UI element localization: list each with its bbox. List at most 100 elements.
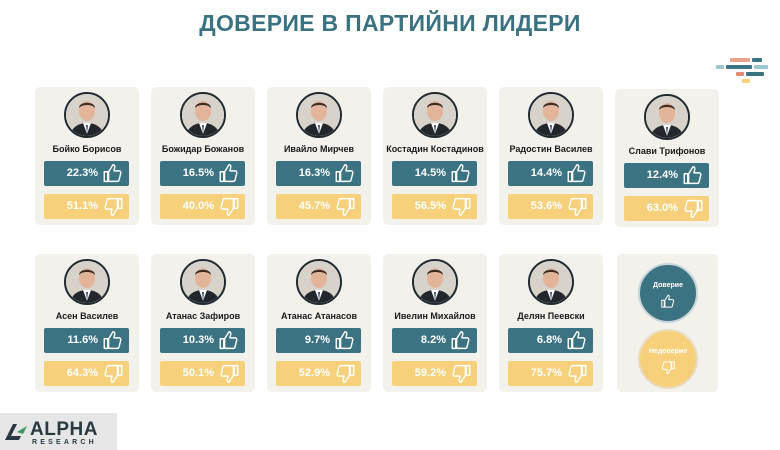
- logo-mark-icon: [5, 424, 27, 440]
- thumbs-up-icon: [682, 165, 704, 186]
- legend-trust: Доверие: [638, 263, 698, 323]
- trust-bar: 9.7%: [276, 328, 361, 353]
- leader-name: Слави Трифонов: [628, 146, 706, 156]
- trust-bar: 14.5%: [392, 161, 477, 186]
- trust-value: 22.3%: [66, 167, 98, 179]
- leader-card: Божидар Божанов 16.5% 40.0%: [151, 87, 255, 225]
- leader-card: Бойко Борисов 22.3% 51.1%: [35, 87, 139, 225]
- distrust-value: 59.2%: [414, 367, 446, 379]
- distrust-value: 51.1%: [66, 200, 98, 212]
- thumbs-down-icon: [102, 363, 124, 384]
- thumbs-up-icon: [660, 294, 676, 309]
- distrust-bar: 59.2%: [392, 361, 477, 386]
- distrust-bar: 50.1%: [160, 361, 245, 386]
- distrust-bar: 40.0%: [160, 194, 245, 219]
- logo-sub: RESEARCH: [32, 439, 97, 446]
- leader-card: Слави Трифонов 12.4% 63.0%: [615, 89, 719, 227]
- distrust-value: 40.0%: [182, 200, 214, 212]
- legend-trust-label: Доверие: [653, 282, 683, 289]
- thumbs-up-icon: [218, 330, 240, 351]
- leader-name: Ивайло Мирчев: [283, 144, 355, 154]
- leader-card: Ивайло Мирчев 16.3% 45.7%: [267, 87, 371, 225]
- leader-card: Атанас Зафиров 10.3% 50.1%: [151, 254, 255, 392]
- thumbs-up-icon: [450, 330, 472, 351]
- trust-value: 9.7%: [304, 334, 330, 346]
- page-title: ДОВЕРИЕ В ПАРТИЙНИ ЛИДЕРИ: [199, 10, 581, 36]
- thumbs-down-icon: [334, 363, 356, 384]
- distrust-value: 50.1%: [182, 367, 214, 379]
- leader-photo: [412, 92, 458, 138]
- leader-card: Атанас Атанасов 9.7% 52.9%: [267, 254, 371, 392]
- distrust-value: 53.6%: [530, 200, 562, 212]
- distrust-value: 75.7%: [530, 367, 562, 379]
- thumbs-down-icon: [660, 360, 676, 375]
- leader-photo: [412, 259, 458, 305]
- distrust-bar: 63.0%: [624, 196, 709, 221]
- leader-name: Бойко Борисов: [52, 144, 122, 154]
- trust-bar: 6.8%: [508, 328, 593, 353]
- distrust-value: 56.5%: [414, 200, 446, 212]
- leader-card: Делян Пеевски 6.8% 75.7%: [499, 254, 603, 392]
- trust-bar: 16.5%: [160, 161, 245, 186]
- trust-bar: 22.3%: [44, 161, 129, 186]
- trust-bar: 11.6%: [44, 328, 129, 353]
- distrust-value: 64.3%: [66, 367, 98, 379]
- thumbs-up-icon: [566, 330, 588, 351]
- leader-photo: [528, 92, 574, 138]
- leader-photo: [296, 92, 342, 138]
- leader-photo: [180, 259, 226, 305]
- trust-value: 10.3%: [182, 334, 214, 346]
- leader-name: Асен Василев: [55, 311, 119, 321]
- thumbs-down-icon: [334, 196, 356, 217]
- leader-card: Радостин Василев 14.4% 53.6%: [499, 87, 603, 225]
- distrust-bar: 52.9%: [276, 361, 361, 386]
- leader-name: Костадин Костадинов: [386, 144, 484, 154]
- leader-photo: [64, 259, 110, 305]
- thumbs-up-icon: [334, 163, 356, 184]
- distrust-value: 52.9%: [298, 367, 330, 379]
- leader-name: Ивелин Михайлов: [394, 311, 476, 321]
- thumbs-up-icon: [334, 330, 356, 351]
- thumbs-down-icon: [566, 363, 588, 384]
- thumbs-down-icon: [218, 363, 240, 384]
- leader-name: Делян Пеевски: [517, 311, 585, 321]
- thumbs-up-icon: [102, 330, 124, 351]
- leader-card: Ивелин Михайлов 8.2% 59.2%: [383, 254, 487, 392]
- thumbs-down-icon: [218, 196, 240, 217]
- leader-photo: [528, 259, 574, 305]
- trust-bar: 10.3%: [160, 328, 245, 353]
- trust-bar: 12.4%: [624, 163, 709, 188]
- leader-name: Божидар Божанов: [161, 144, 245, 154]
- trust-bar: 14.4%: [508, 161, 593, 186]
- decorative-lines: [716, 58, 768, 84]
- legend-distrust: Недоверие: [638, 329, 698, 389]
- thumbs-up-icon: [218, 163, 240, 184]
- leader-photo: [296, 259, 342, 305]
- trust-value: 16.5%: [182, 167, 214, 179]
- distrust-value: 63.0%: [646, 202, 678, 214]
- legend-distrust-label: Недоверие: [648, 348, 688, 355]
- leader-photo: [180, 92, 226, 138]
- leader-name: Радостин Василев: [509, 144, 593, 154]
- trust-value: 16.3%: [298, 167, 330, 179]
- distrust-bar: 56.5%: [392, 194, 477, 219]
- thumbs-up-icon: [450, 163, 472, 184]
- trust-value: 11.6%: [67, 334, 98, 346]
- leader-photo: [64, 92, 110, 138]
- distrust-bar: 53.6%: [508, 194, 593, 219]
- leader-card: Асен Василев 11.6% 64.3%: [35, 254, 139, 392]
- trust-value: 8.2%: [420, 334, 446, 346]
- distrust-bar: 51.1%: [44, 194, 129, 219]
- trust-value: 12.4%: [646, 169, 678, 181]
- thumbs-down-icon: [566, 196, 588, 217]
- trust-bar: 8.2%: [392, 328, 477, 353]
- trust-value: 14.5%: [414, 167, 446, 179]
- leader-card: Костадин Костадинов 14.5% 56.5%: [383, 87, 487, 225]
- thumbs-down-icon: [682, 198, 704, 219]
- distrust-bar: 75.7%: [508, 361, 593, 386]
- logo-name: ALPHA: [30, 419, 98, 440]
- leader-name: Атанас Зафиров: [165, 311, 241, 321]
- legend: Доверие Недоверие: [617, 254, 718, 392]
- distrust-value: 45.7%: [298, 200, 330, 212]
- alpha-research-logo: ALPHA RESEARCH: [0, 413, 117, 450]
